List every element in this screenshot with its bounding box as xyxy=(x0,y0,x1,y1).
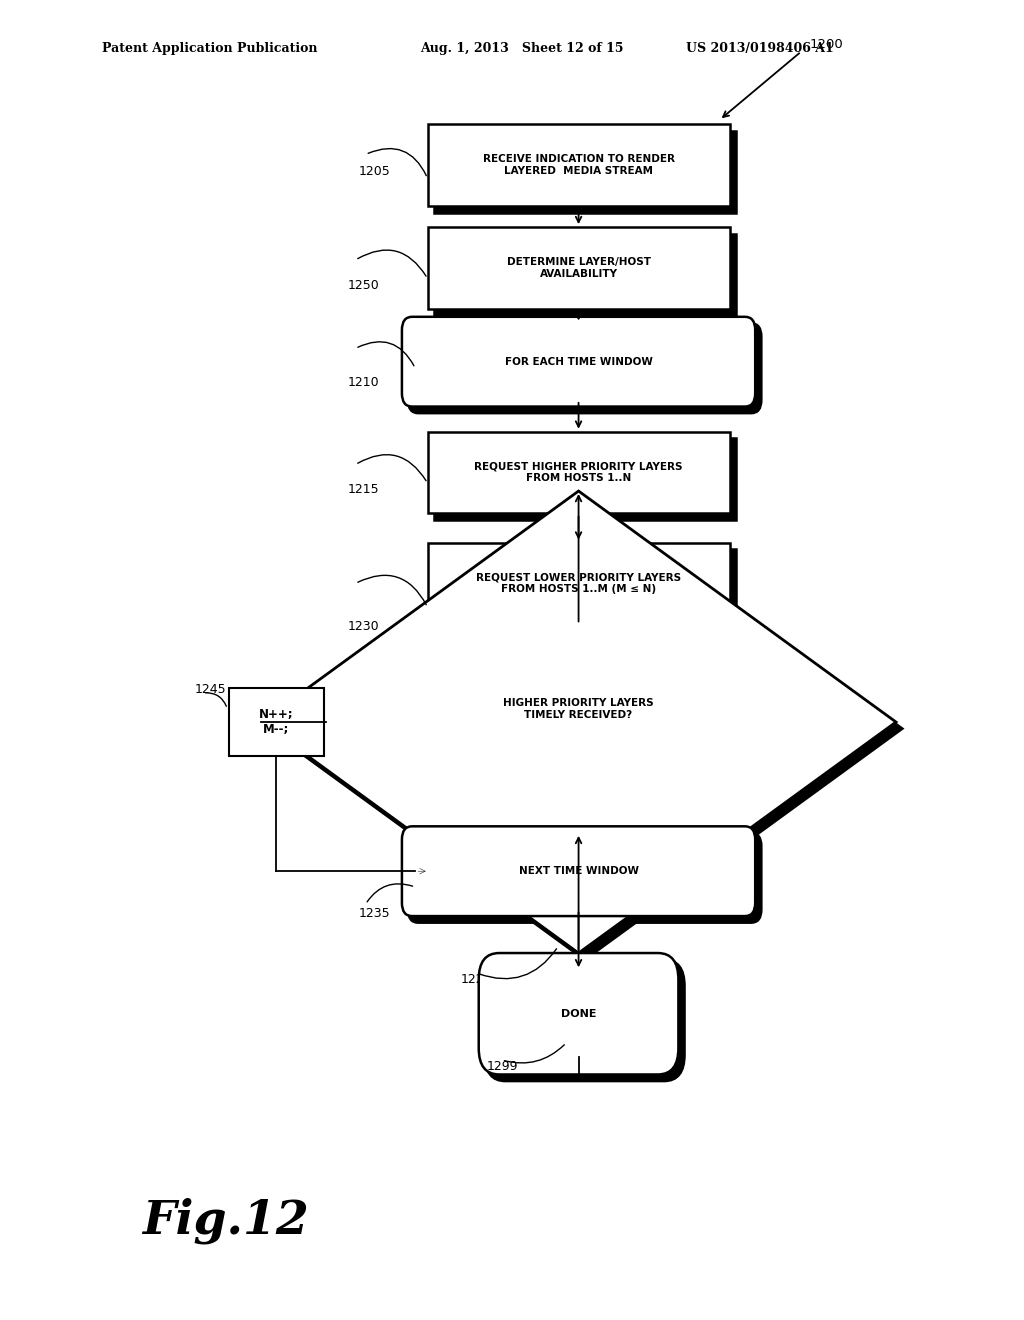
Bar xyxy=(434,438,735,520)
Bar xyxy=(434,549,735,631)
Polygon shape xyxy=(267,498,902,960)
Text: DONE: DONE xyxy=(561,1008,596,1019)
Text: 1250: 1250 xyxy=(348,279,380,292)
Text: Aug. 1, 2013   Sheet 12 of 15: Aug. 1, 2013 Sheet 12 of 15 xyxy=(420,42,624,55)
FancyBboxPatch shape xyxy=(408,323,761,413)
Bar xyxy=(434,234,735,315)
FancyBboxPatch shape xyxy=(478,953,678,1074)
Text: Fig.12: Fig.12 xyxy=(142,1197,308,1245)
Text: HIGHER PRIORITY LAYERS
TIMELY RECEIVED?: HIGHER PRIORITY LAYERS TIMELY RECEIVED? xyxy=(503,698,654,719)
Bar xyxy=(434,131,735,213)
Text: REQUEST HIGHER PRIORITY LAYERS
FROM HOSTS 1..N: REQUEST HIGHER PRIORITY LAYERS FROM HOST… xyxy=(474,462,683,483)
Bar xyxy=(428,432,729,513)
Text: FOR EACH TIME WINDOW: FOR EACH TIME WINDOW xyxy=(505,356,652,367)
Text: 1200: 1200 xyxy=(809,38,843,51)
Text: REQUEST LOWER PRIORITY LAYERS
FROM HOSTS 1..M (M ≤ N): REQUEST LOWER PRIORITY LAYERS FROM HOSTS… xyxy=(476,573,681,594)
Polygon shape xyxy=(261,491,896,953)
Text: YES: YES xyxy=(591,977,614,987)
Bar xyxy=(428,124,729,206)
Bar xyxy=(428,227,729,309)
Text: 1235: 1235 xyxy=(358,907,390,920)
Text: 1215: 1215 xyxy=(348,483,380,496)
FancyBboxPatch shape xyxy=(401,826,755,916)
Bar xyxy=(229,688,324,756)
Text: 1230: 1230 xyxy=(348,620,380,634)
Text: N++;
M--;: N++; M--; xyxy=(259,708,294,737)
Text: 1205: 1205 xyxy=(358,165,390,178)
Text: 1210: 1210 xyxy=(348,376,380,389)
Text: US 2013/0198406 A1: US 2013/0198406 A1 xyxy=(686,42,834,55)
FancyBboxPatch shape xyxy=(408,833,761,923)
Text: 1245: 1245 xyxy=(195,682,226,696)
FancyBboxPatch shape xyxy=(401,317,755,407)
Text: Patent Application Publication: Patent Application Publication xyxy=(102,42,317,55)
Text: DETERMINE LAYER/HOST
AVAILABILITY: DETERMINE LAYER/HOST AVAILABILITY xyxy=(507,257,650,279)
Text: NEXT TIME WINDOW: NEXT TIME WINDOW xyxy=(518,866,639,876)
FancyBboxPatch shape xyxy=(484,960,684,1081)
Text: NO: NO xyxy=(238,696,256,706)
Text: 1220: 1220 xyxy=(461,973,493,986)
Text: RECEIVE INDICATION TO RENDER
LAYERED  MEDIA STREAM: RECEIVE INDICATION TO RENDER LAYERED MED… xyxy=(482,154,675,176)
Bar xyxy=(428,543,729,624)
Text: 1299: 1299 xyxy=(486,1060,518,1073)
